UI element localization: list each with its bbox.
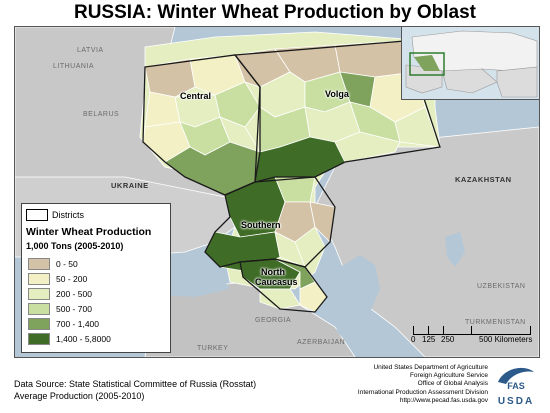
credit-line-1: United States Department of Agriculture xyxy=(373,364,488,371)
scale-bar: 0 125 250 500 Kilometers xyxy=(409,323,535,353)
district-label-north-caucasus-line1: North xyxy=(261,267,285,277)
credit-line-5: http://www.pecad.fas.usda.gov xyxy=(399,396,488,404)
country-label-lithuania: LITHUANIA xyxy=(53,63,95,70)
country-label-ukraine: UKRAINE xyxy=(111,181,149,190)
legend-class-5: 1,400 - 5,8000 xyxy=(28,333,111,345)
country-label-kazakhstan: KAZAKHSTAN xyxy=(455,175,512,184)
country-label-turkey: TURKEY xyxy=(197,345,229,352)
legend-class-0: 0 - 50 xyxy=(28,258,78,270)
locator-inset-map xyxy=(401,27,539,100)
legend-swatch-5 xyxy=(28,333,50,345)
legend-class-2: 200 - 500 xyxy=(28,288,92,300)
legend-label-0: 0 - 50 xyxy=(56,259,78,269)
legend-panel: Districts Winter Wheat Production 1,000 … xyxy=(21,203,171,353)
country-label-turkmenistan: TURKMENISTAN xyxy=(465,319,526,326)
scale-label-500: 500 Kilometers xyxy=(479,335,533,344)
map-frame: LATVIA LITHUANIA BELARUS UKRAINE KAZAKHS… xyxy=(14,26,540,358)
average-production-line: Average Production (2005-2010) xyxy=(14,391,145,401)
district-boundary-north-caucasus xyxy=(239,258,328,313)
legend-swatch-3 xyxy=(28,303,50,315)
district-label-southern: Southern xyxy=(241,220,281,230)
legend-label-5: 1,400 - 5,8000 xyxy=(56,334,111,344)
credits-block: United States Department of Agriculture … xyxy=(358,364,488,405)
legend-districts-row: Districts xyxy=(26,209,84,221)
legend-class-3: 500 - 700 xyxy=(28,303,92,315)
legend-swatch-2 xyxy=(28,288,50,300)
fas-usda-logo-svg: FAS USDA xyxy=(498,367,534,407)
credit-line-4: International Production Assessment Divi… xyxy=(357,388,488,396)
logo-usda-text: USDA xyxy=(498,396,534,407)
country-label-azerbaijan: AZERBAIJAN xyxy=(297,339,346,346)
country-label-georgia: GEORGIA xyxy=(255,317,292,324)
locator-inset-svg xyxy=(402,27,539,99)
map-title: RUSSIA: Winter Wheat Production by Oblas… xyxy=(73,2,476,23)
legend-swatch-4 xyxy=(28,318,50,330)
legend-label-2: 200 - 500 xyxy=(56,289,92,299)
legend-label-1: 50 - 200 xyxy=(56,274,88,284)
legend-swatch-0 xyxy=(28,258,50,270)
legend-class-1: 50 - 200 xyxy=(28,273,87,285)
credit-line-3: Office of Global Analysis xyxy=(417,380,488,388)
caspian-sea xyxy=(333,255,380,345)
legend-swatch-1 xyxy=(28,273,50,285)
legend-label-3: 500 - 700 xyxy=(56,304,92,314)
legend-label-4: 700 - 1,400 xyxy=(56,319,100,329)
data-source-note: Data Source: State Statistical Committee… xyxy=(14,378,256,402)
fas-usda-logo: FAS USDA xyxy=(494,362,538,408)
aral-sea xyxy=(445,232,465,267)
scale-label-125: 125 xyxy=(422,335,436,344)
country-label-uzbekistan: UZBEKISTAN xyxy=(477,283,526,290)
data-source-line: Data Source: State Statistical Committee… xyxy=(14,379,257,389)
scale-label-0: 0 xyxy=(411,335,416,344)
legend-districts-label: Districts xyxy=(52,210,84,220)
legend-subtitle: 1,000 Tons (2005-2010) xyxy=(26,241,124,251)
legend-class-4: 700 - 1,400 xyxy=(28,318,99,330)
logo-fas-text: FAS xyxy=(507,381,525,391)
country-label-belarus: BELARUS xyxy=(83,111,120,118)
scale-bar-line xyxy=(413,326,531,335)
legend-districts-swatch xyxy=(26,209,48,221)
legend-title: Winter Wheat Production xyxy=(26,226,152,238)
country-label-latvia: LATVIA xyxy=(77,47,104,54)
district-label-volga: Volga xyxy=(325,89,349,99)
district-label-central: Central xyxy=(180,91,212,101)
scale-label-250: 250 xyxy=(441,335,455,344)
credit-line-2: Foreign Agriculture Service xyxy=(409,372,488,380)
district-label-north-caucasus-line2: Caucasus xyxy=(255,277,298,287)
